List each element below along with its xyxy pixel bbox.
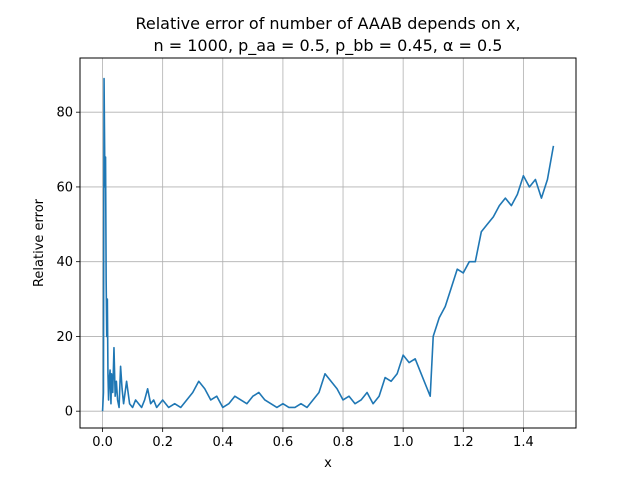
x-tick-label: 0.6	[273, 435, 294, 450]
x-tick-label: 0.2	[152, 435, 173, 450]
x-tick-label: 0.8	[333, 435, 354, 450]
x-tick-label: 0.0	[92, 435, 113, 450]
series-layer	[101, 77, 555, 412]
series-line	[101, 77, 555, 412]
y-tick-label: 40	[56, 255, 73, 270]
chart-title-line1: Relative error of number of AAAB depends…	[135, 14, 520, 33]
y-tick-label: 0	[65, 405, 73, 420]
x-axis-ticks: 0.0 0.2 0.4 0.6 0.8 1.0 1.2 1.4	[92, 428, 534, 450]
y-tick-label: 60	[56, 180, 73, 195]
x-tick-label: 1.0	[393, 435, 414, 450]
y-axis-label: Relative error	[32, 198, 47, 287]
plot-frame	[79, 57, 577, 429]
grid	[80, 58, 576, 428]
y-axis-ticks: 0 20 40 60 80	[56, 106, 80, 420]
x-tick-label: 1.4	[513, 435, 534, 450]
y-tick-label: 20	[56, 330, 73, 345]
x-axis-label: x	[324, 456, 332, 471]
chart-title-line2: n = 1000, p_aa = 0.5, p_bb = 0.45, α = 0…	[154, 36, 503, 56]
x-tick-label: 1.2	[453, 435, 474, 450]
x-tick-label: 0.4	[212, 435, 233, 450]
y-tick-label: 80	[56, 106, 73, 121]
